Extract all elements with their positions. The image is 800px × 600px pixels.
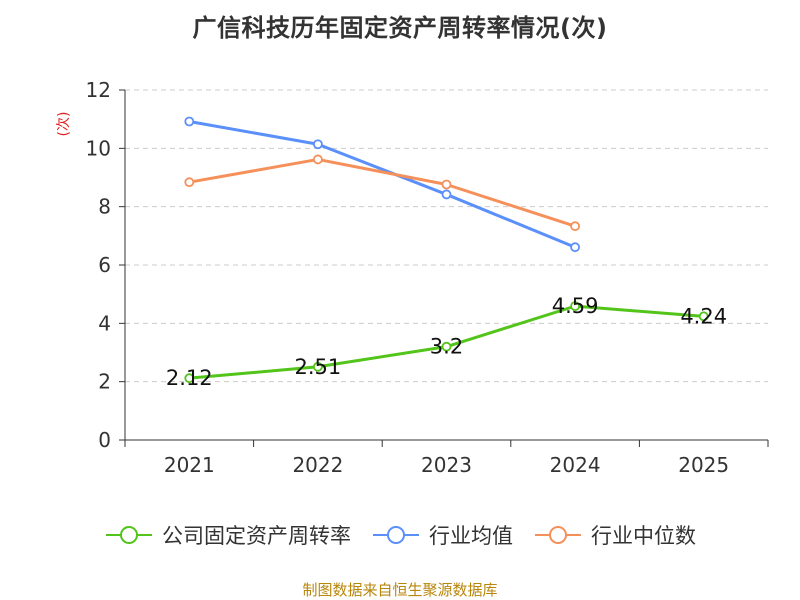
legend-label-industry-mean: 行业均值 [429,524,513,548]
data-point-0-2023 [441,341,452,352]
x-tick-label-2025: 2025 [678,453,729,477]
x-tick-label-2024: 2024 [550,453,601,477]
x-tick-label-2021: 2021 [164,453,215,477]
y-tick-label-4: 4 [98,311,111,335]
data-point-2-2022 [312,154,323,165]
data-point-2-2021 [184,177,195,188]
data-point-1-2021 [184,116,195,127]
y-axis-title: (次) [56,112,72,137]
legend-label-company: 公司固定资产周转率 [162,524,351,548]
y-tick-label-0: 0 [98,428,111,452]
chart-legend: 公司固定资产周转率 行业均值 行业中位数 [0,520,800,550]
legend-swatch-industry-mean [373,526,419,544]
data-point-1-2022 [312,139,323,150]
y-tick-label-2: 2 [98,370,111,394]
legend-swatch-company [106,526,152,544]
data-point-2-2023 [441,179,452,190]
data-source-note: 制图数据来自恒生聚源数据库 [302,581,498,599]
legend-item-industry-median[interactable]: 行业中位数 [533,520,696,550]
legend-item-company[interactable]: 公司固定资产周转率 [104,520,351,550]
data-point-0-2024 [570,301,580,312]
legend-swatch-industry-median [535,526,581,544]
data-label-2025: 4.24 [680,304,727,328]
y-tick-label-8: 8 [98,195,111,219]
data-point-0-2021 [184,373,195,384]
y-tick-label-12: 12 [86,78,111,102]
y-tick-label-10: 10 [86,136,111,160]
y-tick-label-6: 6 [98,253,111,277]
x-tick-label-2023: 2023 [421,453,472,477]
data-point-1-2023 [441,189,452,200]
data-label-2022: 2.51 [295,355,342,379]
legend-label-industry-median: 行业中位数 [591,524,696,548]
series-line-1 [189,120,576,249]
x-tick-label-2022: 2022 [292,453,343,477]
data-label-2023: 3.2 [430,335,463,359]
data-point-2-2024 [570,221,580,232]
chart-title: 广信科技历年固定资产周转率情况(次) [192,14,608,42]
data-label-2021: 2.12 [166,366,213,390]
legend-item-industry-mean[interactable]: 行业均值 [371,520,513,550]
data-point-1-2024 [570,242,580,253]
series-line-2 [189,157,576,228]
data-point-0-2022 [312,361,323,372]
data-point-0-2025 [698,311,709,322]
data-label-2024: 4.59 [552,294,599,318]
